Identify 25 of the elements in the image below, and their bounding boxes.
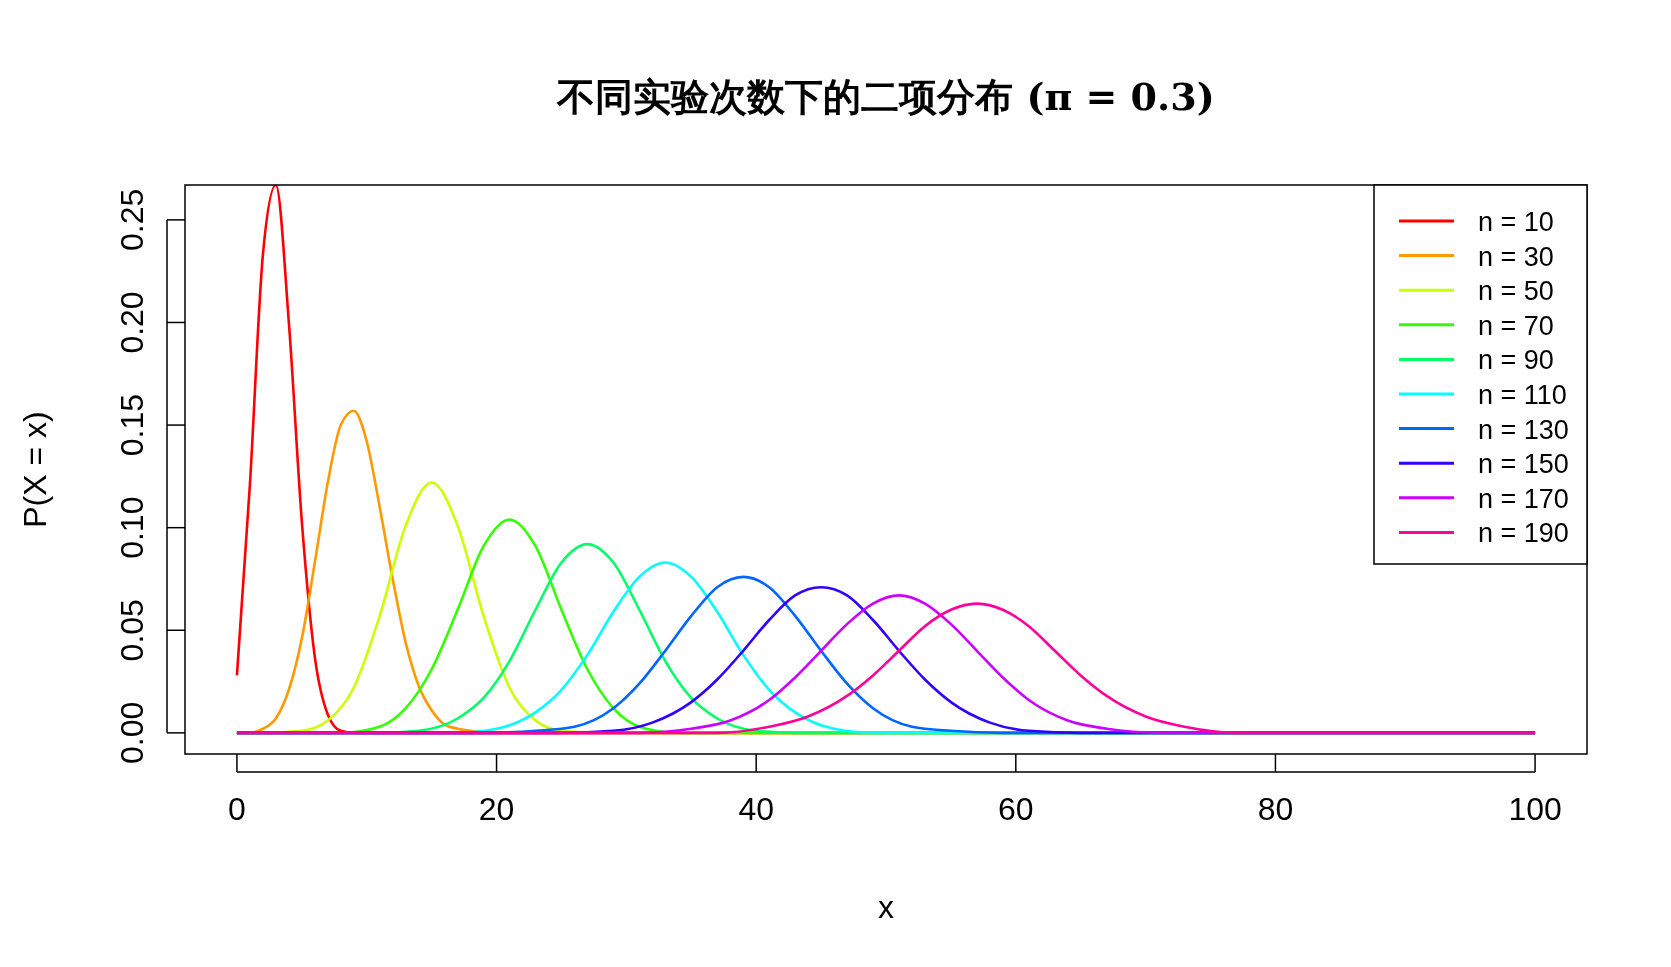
y-tick-label: 0.25 (114, 188, 150, 252)
x-tick-label: 0 (228, 791, 246, 827)
y-axis-title: P(X = x) (17, 411, 53, 528)
y-tick-label: 0.00 (114, 701, 150, 765)
x-tick-label: 80 (1257, 791, 1294, 827)
legend-label: n = 70 (1478, 310, 1554, 341)
legend-label: n = 110 (1478, 380, 1567, 410)
chart-title: 不同实验次数下的二项分布 (π = 0.3) (556, 74, 1215, 119)
x-tick-label: 100 (1508, 791, 1562, 827)
legend-label: n = 50 (1478, 276, 1554, 307)
x-tick-label: 60 (998, 791, 1034, 827)
y-tick-label: 0.05 (114, 599, 150, 662)
x-tick-label: 40 (738, 791, 774, 827)
y-tick-label: 0.20 (114, 291, 150, 354)
legend-label: n = 30 (1478, 241, 1554, 272)
legend-label: n = 150 (1478, 449, 1569, 480)
x-axis-title: x (878, 889, 894, 925)
legend-label: n = 90 (1478, 345, 1554, 376)
y-tick-label: 0.15 (114, 393, 150, 457)
legend-label: n = 190 (1478, 518, 1569, 549)
legend-label: n = 170 (1478, 483, 1569, 514)
legend-label: n = 10 (1478, 207, 1554, 237)
y-tick-label: 0.10 (114, 496, 150, 559)
x-tick-label: 20 (478, 791, 515, 827)
legend-label: n = 130 (1478, 414, 1569, 445)
